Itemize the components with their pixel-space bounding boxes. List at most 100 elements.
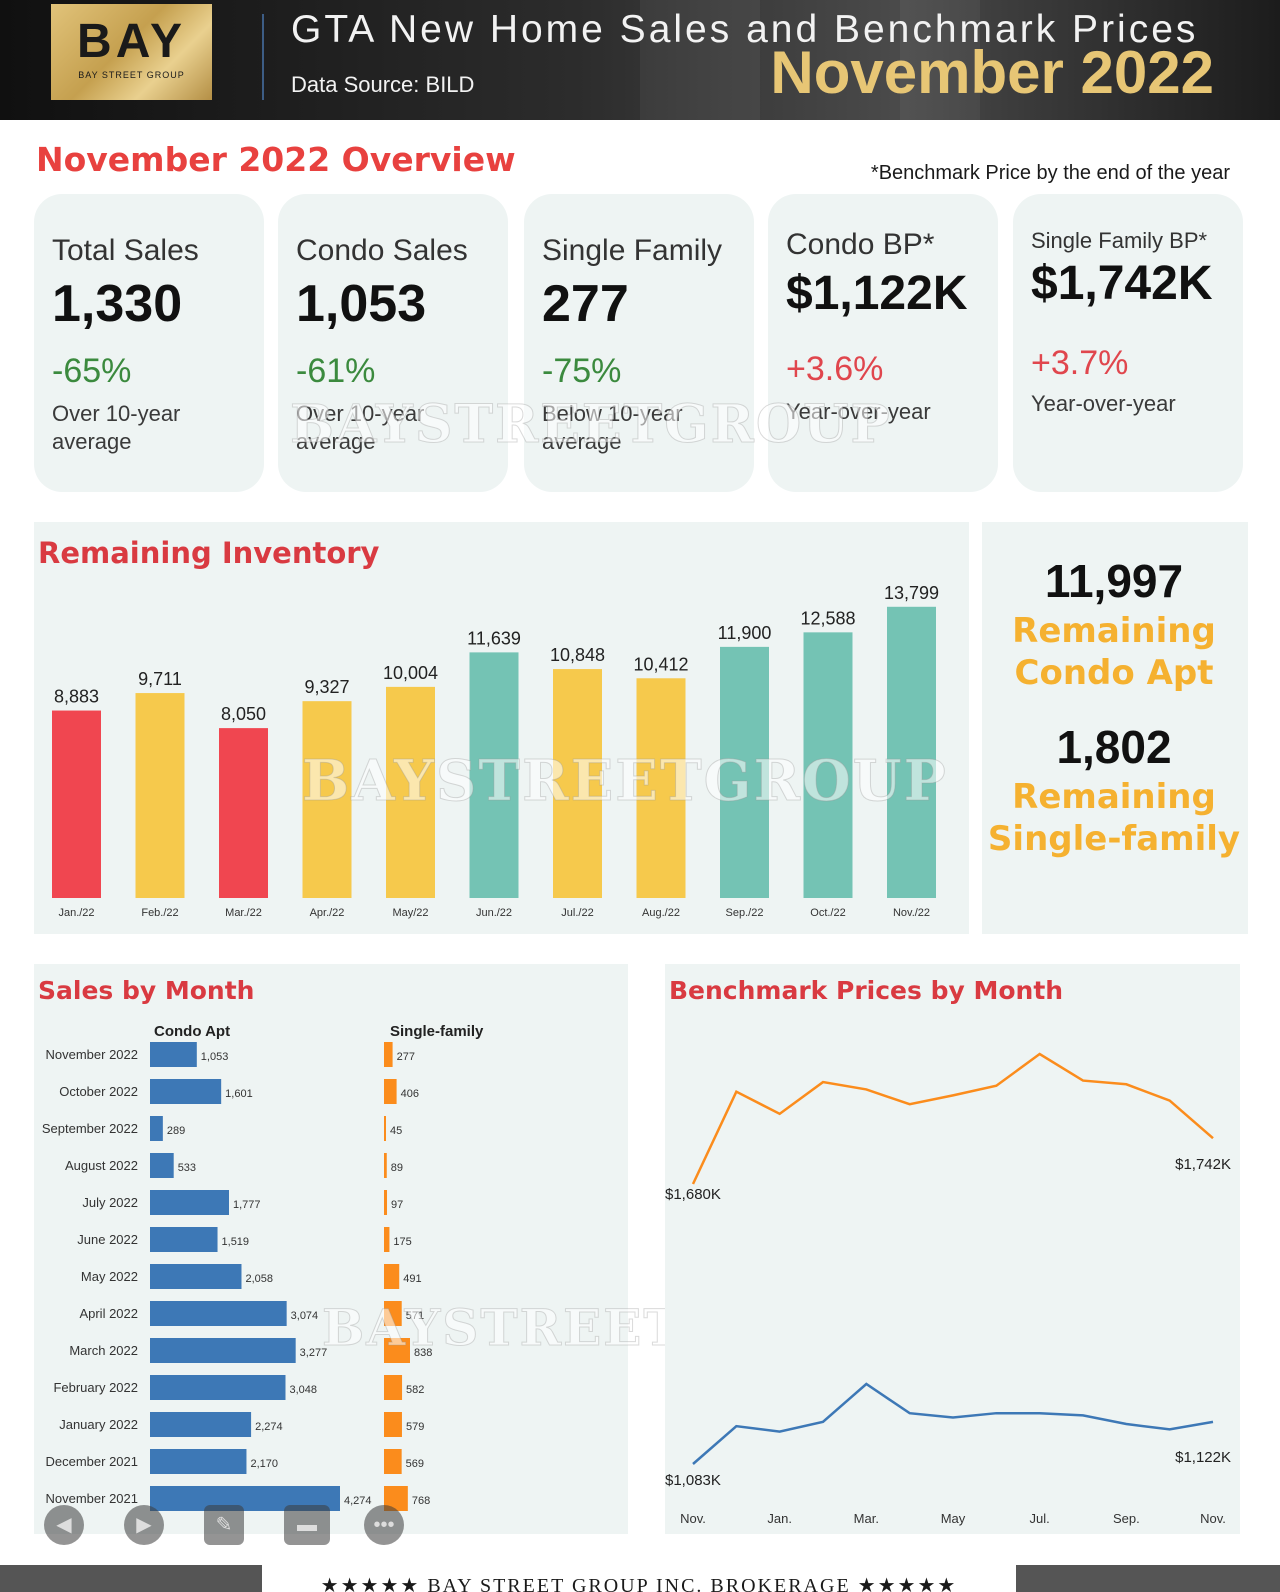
inventory-bar xyxy=(386,686,435,898)
sales-month-label: June 2022 xyxy=(77,1232,138,1247)
header-divider xyxy=(262,14,264,100)
overview-title: November 2022 Overview xyxy=(36,140,516,179)
single-sales-value: 768 xyxy=(412,1495,430,1507)
watermark: BAYSTREETGROUP xyxy=(302,748,948,815)
stat-card-label: Single Family BP* xyxy=(1031,228,1208,253)
stat-card-description: Below 10-year average xyxy=(542,401,683,454)
benchmark-note: *Benchmark Price by the end of the year xyxy=(870,162,1230,184)
header-building-decoration xyxy=(900,0,980,120)
inventory-value-label: 13,799 xyxy=(884,583,939,603)
stat-card-value: $1,122K xyxy=(786,267,968,320)
inventory-month-label: Mar./22 xyxy=(225,907,262,919)
inventory-value-label: 9,327 xyxy=(304,677,349,697)
play-icon[interactable]: ▶ xyxy=(124,1505,164,1545)
inventory-panel: Remaining Inventory 8,883 Jan./22 9,711 Feb… xyxy=(34,522,969,934)
stat-card-description: Year-over-year xyxy=(1031,391,1176,416)
inventory-bar-chart: 8,883 Jan./22 9,711 Feb./22 8,050 Mar./22 9,32… xyxy=(52,583,939,919)
stat-card-change: +3.7% xyxy=(1031,344,1129,382)
line-end-label: $1,742K xyxy=(1175,1156,1231,1173)
inventory-bar xyxy=(553,669,602,898)
condo-sales-bar xyxy=(150,1153,174,1178)
remaining-summary-panel: 11,997 Remaining Condo Apt 1,802 Remaini… xyxy=(982,522,1248,934)
single-sales-bar xyxy=(384,1264,400,1289)
inventory-month-label: Jan./22 xyxy=(58,907,94,919)
report-month: November 2022 xyxy=(770,39,1214,106)
stat-card-change: -75% xyxy=(542,352,622,390)
inventory-bar xyxy=(636,678,686,898)
stat-card-description: Over 10-year average xyxy=(52,401,181,454)
single-sales-bar xyxy=(384,1153,387,1178)
inventory-bar xyxy=(302,701,352,898)
inventory-bar xyxy=(720,646,769,898)
logo-subtext: BAY STREET GROUP xyxy=(78,70,185,80)
inventory-value-label: 8,883 xyxy=(54,687,99,707)
condo-sales-value: 3,277 xyxy=(300,1347,328,1359)
single-sales-bar xyxy=(384,1301,402,1326)
sales-month-label: May 2022 xyxy=(81,1269,138,1284)
watermark: BAYSTREETGROUP xyxy=(290,394,892,456)
condo-column-header: Condo Apt xyxy=(154,1023,230,1040)
condo-price-line xyxy=(692,1382,1214,1465)
single-sales-value: 45 xyxy=(390,1125,402,1137)
inventory-month-label: Sep./22 xyxy=(726,907,764,919)
inventory-value-label: 10,412 xyxy=(633,654,688,674)
more-icon[interactable]: ••• xyxy=(364,1505,404,1545)
sales-month-label: March 2022 xyxy=(69,1343,138,1358)
inventory-month-label: Jul./22 xyxy=(561,907,593,919)
single-sales-bar xyxy=(384,1042,393,1067)
stat-card-change: +3.6% xyxy=(786,350,884,388)
stat-card-change: -61% xyxy=(296,352,376,390)
single-sales-value: 569 xyxy=(406,1458,424,1470)
inventory-value-label: 9,711 xyxy=(138,669,182,689)
benchmark-line-chart: $1,680K $1,742K $1,083K $1,122K Nov. Jan. Mar.… xyxy=(665,1052,1231,1526)
footer-text: ★★★★★ BAY STREET GROUP INC. BROKERAGE ★★… xyxy=(320,1575,958,1592)
stat-card-value: $1,742K xyxy=(1031,257,1213,310)
inventory-bar xyxy=(219,728,268,898)
sales-month-label: January 2022 xyxy=(59,1417,138,1432)
single-sales-value: 89 xyxy=(391,1162,403,1174)
stat-card-value: 277 xyxy=(542,275,629,333)
price-x-tick: Mar. xyxy=(854,1511,879,1526)
previous-icon[interactable]: ◀ xyxy=(44,1505,84,1545)
inventory-month-label: Oct./22 xyxy=(810,907,845,919)
single-sales-bar xyxy=(384,1449,402,1474)
inventory-month-label: May/22 xyxy=(392,907,428,919)
page-title: GTA New Home Sales and Benchmark Prices xyxy=(291,8,1199,51)
stat-card-total-sales: Total Sales 1,330 -65% Over 10-year aver… xyxy=(34,194,264,492)
stat-card-single-family: Single Family 277 -75% Below 10-year ave… xyxy=(524,194,754,492)
inventory-month-label: Feb./22 xyxy=(141,907,178,919)
sales-title: Sales by Month xyxy=(38,976,255,1005)
pencil-icon[interactable]: ✎ xyxy=(204,1505,244,1545)
inventory-bar xyxy=(803,632,853,898)
footer-bar-left xyxy=(0,1565,262,1592)
stat-card-description: Over 10-year average xyxy=(296,401,425,454)
benchmark-title: Benchmark Prices by Month xyxy=(669,976,1064,1005)
condo-sales-bar xyxy=(150,1375,286,1400)
single-sales-bar xyxy=(384,1375,403,1400)
stat-card-single-family-bp: Single Family BP* $1,742K +3.7% Year-ove… xyxy=(1013,194,1243,492)
price-x-tick: May xyxy=(941,1511,966,1526)
sales-month-label: December 2021 xyxy=(46,1454,139,1469)
stat-card-label: Condo Sales xyxy=(296,234,468,267)
remaining-single-value: 1,802 xyxy=(1056,721,1172,773)
line-start-label: $1,083K xyxy=(665,1472,721,1489)
line-end-label: $1,122K xyxy=(1175,1449,1231,1466)
single-sales-value: 491 xyxy=(403,1273,421,1285)
condo-sales-bar xyxy=(150,1079,222,1104)
sales-bar-chart: Condo Apt Single-family November 2022 1,0… xyxy=(42,1023,484,1511)
inventory-value-label: 12,588 xyxy=(800,608,855,628)
camera-icon[interactable]: ▬ xyxy=(284,1505,330,1545)
sales-month-label: November 2021 xyxy=(46,1491,139,1506)
condo-sales-bar xyxy=(150,1338,296,1363)
inventory-title: Remaining Inventory xyxy=(38,536,380,570)
condo-sales-value: 2,274 xyxy=(255,1421,283,1433)
condo-sales-bar xyxy=(150,1301,287,1326)
condo-sales-bar xyxy=(150,1042,197,1067)
condo-sales-value: 289 xyxy=(167,1125,185,1137)
inventory-value-label: 10,004 xyxy=(383,663,438,683)
single-sales-bar xyxy=(384,1079,397,1104)
single-sales-value: 277 xyxy=(397,1051,415,1063)
benchmark-panel: Benchmark Prices by Month $1,680K $1,742K… xyxy=(665,964,1240,1534)
stat-card-label: Single Family xyxy=(542,234,723,267)
condo-sales-bar xyxy=(150,1264,242,1289)
